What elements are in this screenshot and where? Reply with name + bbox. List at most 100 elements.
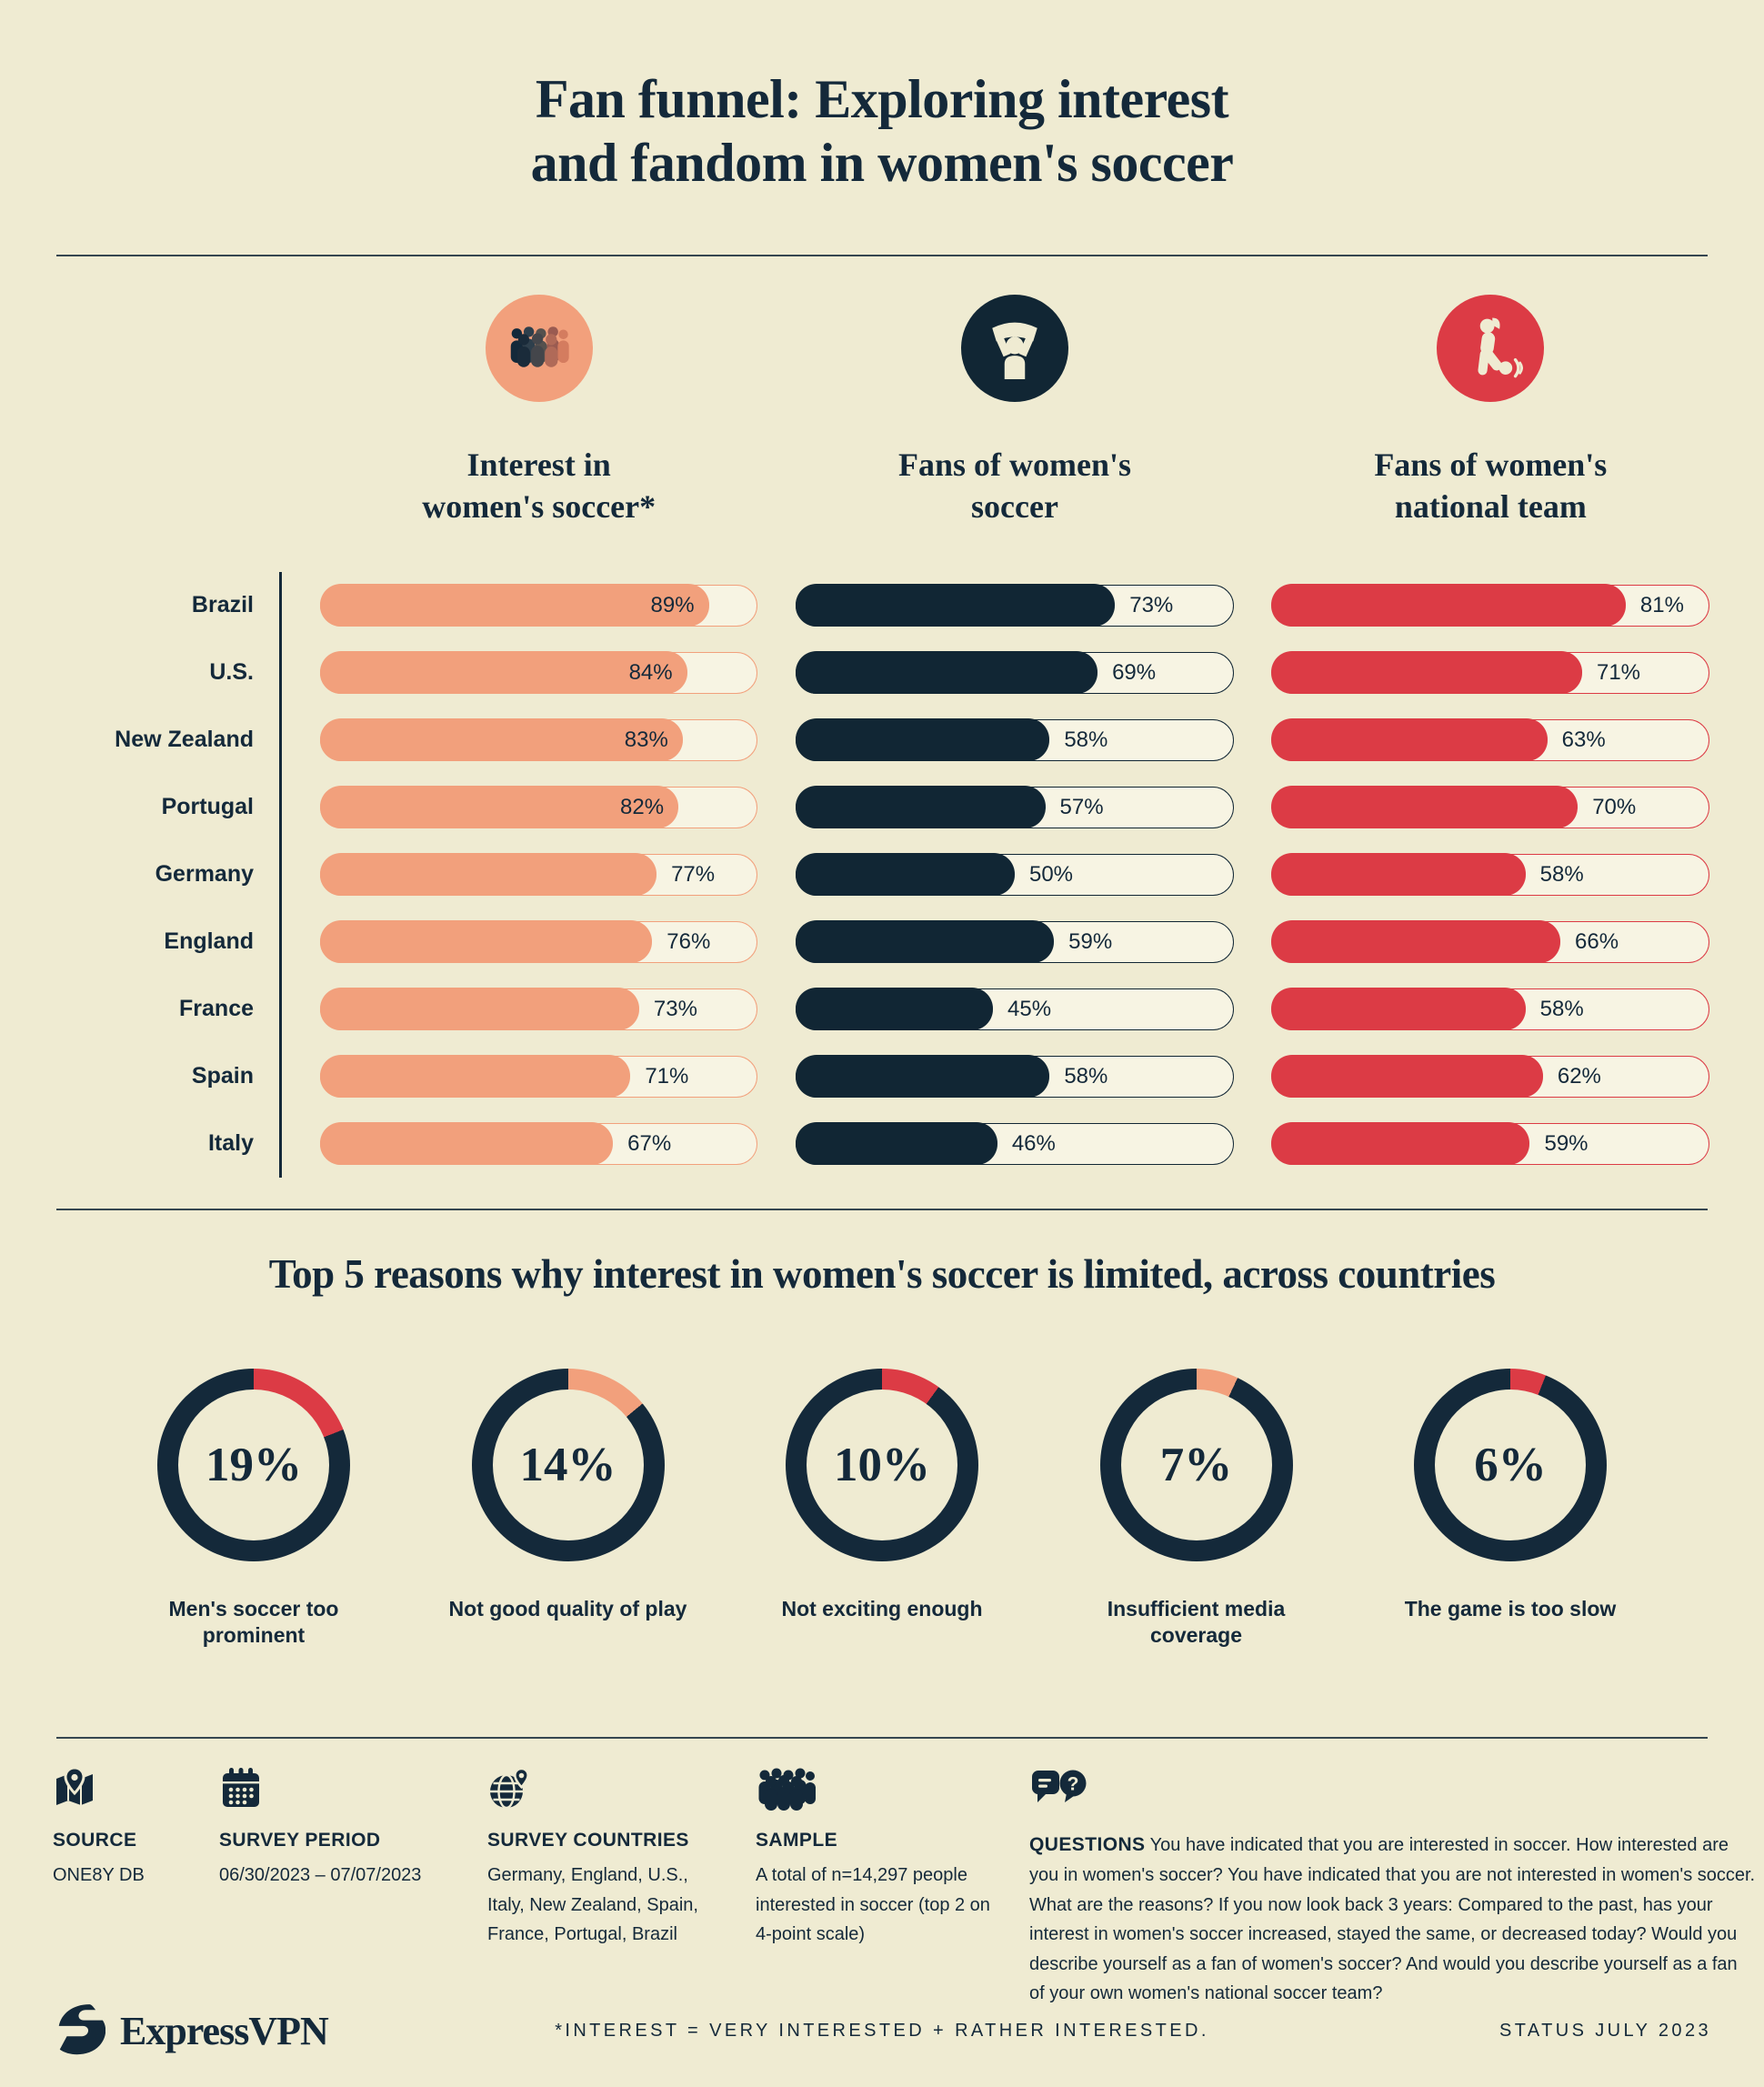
- bar-track: 58%: [1271, 988, 1709, 1031]
- column-icon-circle-2: [1437, 295, 1545, 403]
- bar-track: 83%: [319, 718, 758, 762]
- bar-value-label: 58%: [1539, 861, 1584, 887]
- bar-cell-2: 58%: [1271, 841, 1709, 908]
- bar-fill: [795, 651, 1098, 695]
- player-icon: [1458, 314, 1524, 384]
- footer-text: Germany, England, U.S., Italy, New Zeala…: [487, 1865, 698, 1945]
- footer-text: QUESTIONS You have indicated that you ar…: [1029, 1834, 1756, 2003]
- column-heading-line: soccer: [971, 488, 1058, 526]
- bar-cell-2: 71%: [1271, 639, 1709, 707]
- bar-fill: [1271, 584, 1626, 627]
- country-label: U.S.: [55, 638, 282, 707]
- bar-value-label: 57%: [1059, 794, 1104, 819]
- funnel-row: France 73% 45% 58%: [0, 975, 1764, 1043]
- bar-value-label: 45%: [1007, 996, 1052, 1021]
- reason-label: Insufficient media coverage: [1107, 1596, 1286, 1648]
- bar-cell-0: 83%: [319, 707, 758, 774]
- bar-fill: [795, 786, 1046, 829]
- divider-middle: [56, 1208, 1708, 1210]
- country-label: New Zealand: [55, 706, 282, 774]
- bar-value-label: 58%: [1539, 996, 1584, 1021]
- bar-cell-2: 59%: [1271, 1110, 1709, 1178]
- bar-cell-0: 67%: [319, 1110, 758, 1178]
- funnel-column-header-2: Fans of women's national team: [1272, 295, 1709, 527]
- bar-fill: [319, 718, 683, 762]
- footer-meta: SOURCE ONE8Y DB SURVEY PERIOD 06/30/2023 –…: [0, 1766, 1764, 2008]
- bar-cell-2: 81%: [1271, 572, 1709, 639]
- bar-cell-0: 89%: [319, 572, 758, 639]
- reason-percentage: 14%: [519, 1438, 616, 1491]
- bar-value-label: 46%: [1011, 1130, 1056, 1156]
- bar-cell-1: 58%: [795, 1043, 1234, 1110]
- country-label: Portugal: [55, 773, 282, 841]
- bar-track: 71%: [1271, 651, 1709, 695]
- bar-value-label: 69%: [1112, 659, 1157, 685]
- bar-value-label: 84%: [628, 659, 673, 685]
- bar-track: 69%: [795, 651, 1234, 695]
- expressvpn-logo-icon: [53, 2002, 106, 2060]
- bar-track: 70%: [1271, 786, 1709, 829]
- bar-track: 67%: [319, 1122, 758, 1166]
- column-heading-line: national team: [1394, 488, 1587, 526]
- country-label: France: [55, 975, 282, 1043]
- bar-track: 77%: [319, 853, 758, 897]
- reason-label: The game is too slow: [1404, 1596, 1617, 1620]
- interest-footnote: *INTEREST = VERY INTERESTED + RATHER INT…: [555, 2021, 1209, 2041]
- bar-fill: [795, 718, 1050, 762]
- bar-track: 73%: [319, 988, 758, 1031]
- bar-fill: [319, 584, 709, 627]
- bar-value-label: 67%: [627, 1130, 672, 1156]
- fan-scarf-icon: [982, 314, 1047, 384]
- bar-value-label: 89%: [650, 592, 695, 617]
- bar-cell-1: 50%: [795, 841, 1234, 908]
- bar-track: 50%: [795, 853, 1234, 897]
- funnel-row: Spain 71% 58% 62%: [0, 1042, 1764, 1110]
- funnel-row: Brazil 89% 73% 81%: [0, 571, 1764, 639]
- bar-value-label: 63%: [1561, 727, 1606, 752]
- bar-track: 81%: [1271, 584, 1709, 627]
- bar-track: 46%: [795, 1122, 1234, 1166]
- bar-track: 62%: [1271, 1055, 1709, 1099]
- reason-item: 19% Men's soccer too prominent: [116, 1368, 391, 1651]
- donut-hole: 10%: [807, 1389, 957, 1540]
- bar-value-label: 58%: [1064, 1063, 1108, 1089]
- bar-value-label: 71%: [645, 1063, 689, 1089]
- bar-cell-0: 76%: [319, 908, 758, 976]
- reason-percentage: 6%: [1474, 1438, 1547, 1491]
- footer-text: 06/30/2023 – 07/07/2023: [219, 1865, 422, 1886]
- funnel-column-header-0: Interest in women's soccer*: [320, 295, 757, 527]
- bar-track: 66%: [1271, 920, 1709, 964]
- page-title-line2: and fandom in women's soccer: [530, 133, 1234, 194]
- reason-label: Men's soccer too prominent: [168, 1596, 339, 1648]
- globe-pin-icon: [487, 1767, 531, 1815]
- bar-fill: [795, 584, 1116, 627]
- brand-logo: ExpressVPN: [53, 2002, 329, 2060]
- country-label: Brazil: [55, 571, 282, 639]
- column-heading-0: Interest in women's soccer*: [320, 444, 757, 527]
- column-icon-circle-1: [960, 295, 1068, 403]
- reason-item: 6% The game is too slow: [1373, 1368, 1648, 1651]
- bar-value-label: 59%: [1544, 1130, 1589, 1156]
- reason-item: 14% Not good quality of play: [431, 1368, 706, 1651]
- bar-fill: [1271, 718, 1548, 762]
- bar-track: 45%: [795, 988, 1234, 1031]
- header-spacer: [55, 295, 282, 527]
- funnel-column-header-1: Fans of women's soccer: [796, 295, 1233, 527]
- bar-fill: [319, 920, 653, 964]
- funnel-row: New Zealand 83% 58% 63%: [0, 706, 1764, 774]
- bar-fill: [1271, 920, 1561, 964]
- bar-track: 73%: [795, 584, 1234, 627]
- bar-track: 58%: [795, 1055, 1234, 1099]
- reason-percentage: 7%: [1159, 1438, 1233, 1491]
- footer-label: SURVEY PERIOD: [219, 1830, 381, 1851]
- reasons-donuts: 19% Men's soccer too prominent 14% Not good…: [0, 1368, 1764, 1651]
- footer-label: SOURCE: [53, 1830, 137, 1851]
- footer-col-survey-period: SURVEY PERIOD 06/30/2023 – 07/07/2023: [219, 1768, 457, 2008]
- bar-cell-2: 70%: [1271, 774, 1709, 841]
- bar-fill: [1271, 786, 1579, 829]
- bar-track: 82%: [319, 786, 758, 829]
- reason-percentage: 19%: [205, 1438, 302, 1491]
- reason-donut-chart: 6%: [1414, 1368, 1607, 1561]
- bar-value-label: 81%: [1639, 592, 1684, 617]
